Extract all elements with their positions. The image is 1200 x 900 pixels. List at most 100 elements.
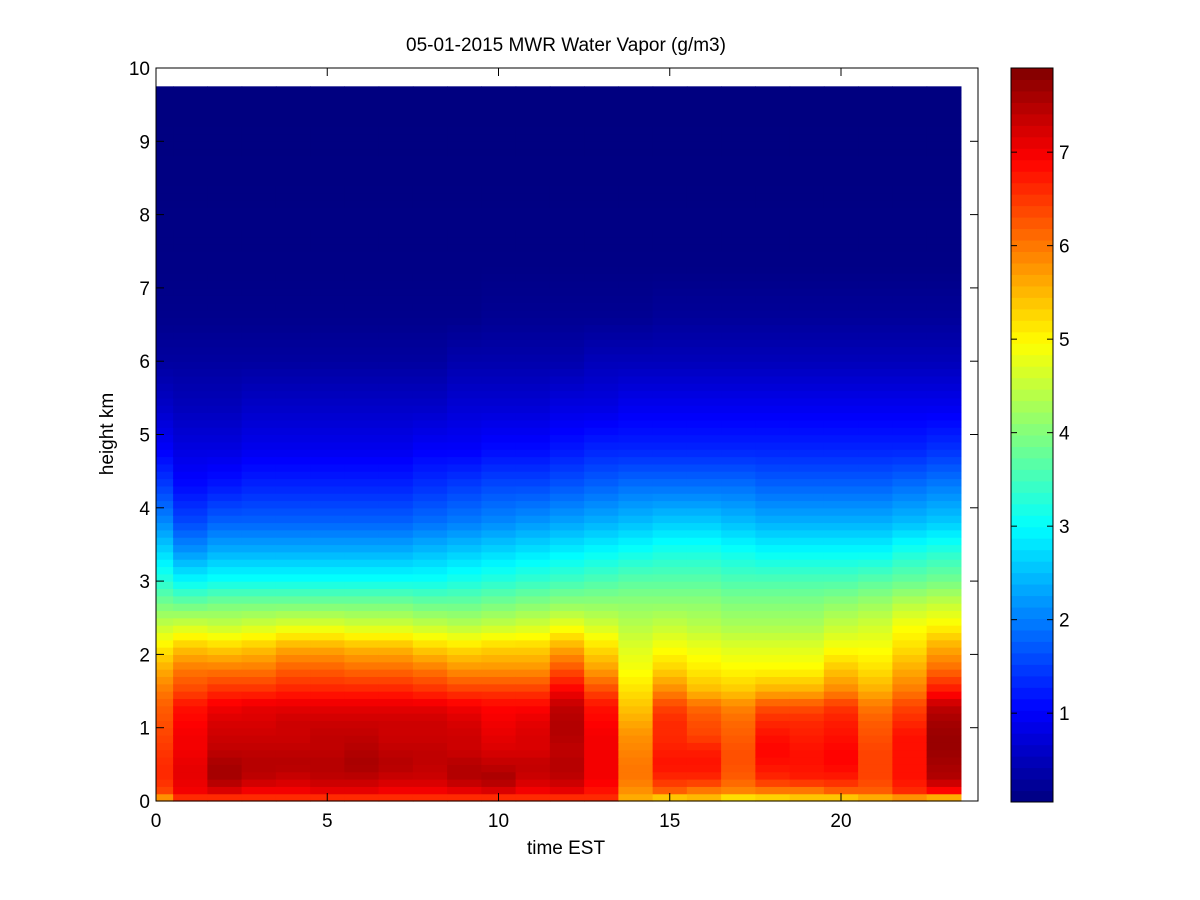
heatmap-cell bbox=[618, 273, 654, 282]
heatmap-cell bbox=[207, 610, 243, 619]
heatmap-cell bbox=[652, 339, 688, 348]
heatmap-cell bbox=[173, 302, 208, 311]
heatmap-cell bbox=[310, 236, 345, 245]
heatmap-cell bbox=[344, 610, 380, 619]
heatmap-cell bbox=[892, 566, 928, 575]
heatmap-cell bbox=[858, 669, 893, 677]
heatmap-cell bbox=[721, 207, 756, 216]
heatmap-cell bbox=[549, 243, 585, 252]
heatmap-cell bbox=[481, 104, 517, 113]
heatmap-cell bbox=[173, 199, 208, 208]
heatmap-cell bbox=[858, 471, 893, 480]
heatmap-cell bbox=[858, 625, 893, 634]
heatmap-cell bbox=[156, 141, 174, 150]
heatmap-cell bbox=[618, 155, 654, 164]
heatmap-cell bbox=[344, 280, 380, 289]
heatmap-cell bbox=[378, 265, 414, 274]
heatmap-cell bbox=[515, 610, 551, 619]
heatmap-cell bbox=[173, 625, 208, 634]
heatmap-cell bbox=[618, 170, 654, 179]
heatmap-cell bbox=[344, 471, 380, 480]
heatmap-cell bbox=[344, 698, 380, 707]
heatmap-cell bbox=[549, 361, 585, 370]
heatmap-cell bbox=[892, 588, 928, 597]
heatmap-cell bbox=[481, 390, 517, 399]
heatmap-cell bbox=[618, 287, 654, 296]
heatmap-cell bbox=[549, 280, 585, 289]
heatmap-cell bbox=[652, 669, 688, 677]
heatmap-cell bbox=[481, 126, 517, 135]
heatmap-cell bbox=[823, 786, 859, 795]
heatmap-cell bbox=[618, 434, 654, 443]
y-tick-label: 2 bbox=[139, 645, 150, 666]
heatmap-cell bbox=[344, 221, 380, 230]
heatmap-cell bbox=[241, 566, 277, 575]
heatmap-cell bbox=[207, 647, 243, 655]
heatmap-cell bbox=[755, 507, 791, 516]
heatmap-cell bbox=[515, 515, 551, 524]
heatmap-cell bbox=[686, 163, 722, 172]
heatmap-cell bbox=[858, 573, 893, 582]
heatmap-cell bbox=[241, 419, 277, 428]
heatmap-cell bbox=[207, 478, 243, 487]
heatmap-cell bbox=[412, 265, 448, 274]
heatmap-cell bbox=[173, 617, 208, 626]
heatmap-cell bbox=[241, 478, 277, 487]
heatmap-cell bbox=[447, 199, 482, 208]
heatmap-cell bbox=[686, 397, 722, 406]
heatmap-cell bbox=[481, 595, 517, 604]
heatmap-cell bbox=[721, 258, 756, 267]
heatmap-cell bbox=[549, 793, 585, 802]
heatmap-cell bbox=[207, 559, 243, 568]
heatmap-cell bbox=[344, 537, 380, 546]
x-tick-label: 5 bbox=[322, 811, 333, 832]
heatmap-cell bbox=[652, 280, 688, 289]
heatmap-cell bbox=[515, 192, 551, 201]
heatmap-cell bbox=[156, 119, 174, 128]
heatmap-cell bbox=[823, 463, 859, 472]
heatmap-cell bbox=[686, 456, 722, 465]
colorbar-band bbox=[1011, 79, 1053, 92]
heatmap-cell bbox=[310, 273, 345, 282]
heatmap-cell bbox=[344, 302, 380, 311]
heatmap-cell bbox=[618, 86, 654, 91]
heatmap-cell bbox=[584, 610, 619, 619]
heatmap-cell bbox=[156, 757, 174, 765]
heatmap-cell bbox=[892, 595, 928, 604]
heatmap-cell bbox=[686, 133, 722, 142]
heatmap-cell bbox=[173, 97, 208, 106]
heatmap-cell bbox=[241, 456, 277, 465]
heatmap-cell bbox=[447, 177, 482, 186]
heatmap-cell bbox=[858, 727, 893, 736]
colorbar-band bbox=[1011, 331, 1053, 344]
heatmap-cell bbox=[721, 229, 756, 238]
heatmap-cell bbox=[412, 713, 448, 721]
heatmap-cell bbox=[378, 295, 414, 304]
heatmap-cell bbox=[207, 757, 243, 765]
heatmap-cell bbox=[481, 654, 517, 663]
heatmap-cell bbox=[447, 713, 482, 721]
heatmap-cell bbox=[789, 412, 825, 421]
heatmap-cell bbox=[310, 625, 345, 634]
heatmap-cell bbox=[481, 309, 517, 318]
heatmap-cell bbox=[926, 691, 962, 699]
heatmap-cell bbox=[344, 507, 380, 516]
heatmap-cell bbox=[378, 764, 414, 773]
heatmap-cell bbox=[447, 449, 482, 458]
heatmap-cell bbox=[823, 691, 859, 699]
colorbar-band bbox=[1011, 721, 1053, 734]
heatmap-cell bbox=[721, 471, 756, 480]
heatmap-cell bbox=[858, 148, 893, 157]
heatmap-cell bbox=[652, 163, 688, 172]
heatmap-cell bbox=[378, 661, 414, 670]
heatmap-cell bbox=[789, 339, 825, 348]
heatmap-cell bbox=[344, 647, 380, 655]
colorbar-band bbox=[1011, 469, 1053, 482]
colorbar-band bbox=[1011, 240, 1053, 252]
heatmap-cell bbox=[173, 207, 208, 216]
heatmap-cell bbox=[652, 515, 688, 524]
heatmap-cell bbox=[858, 427, 893, 436]
heatmap-cell bbox=[156, 353, 174, 362]
heatmap-cell bbox=[275, 551, 311, 560]
heatmap-cell bbox=[310, 126, 345, 135]
